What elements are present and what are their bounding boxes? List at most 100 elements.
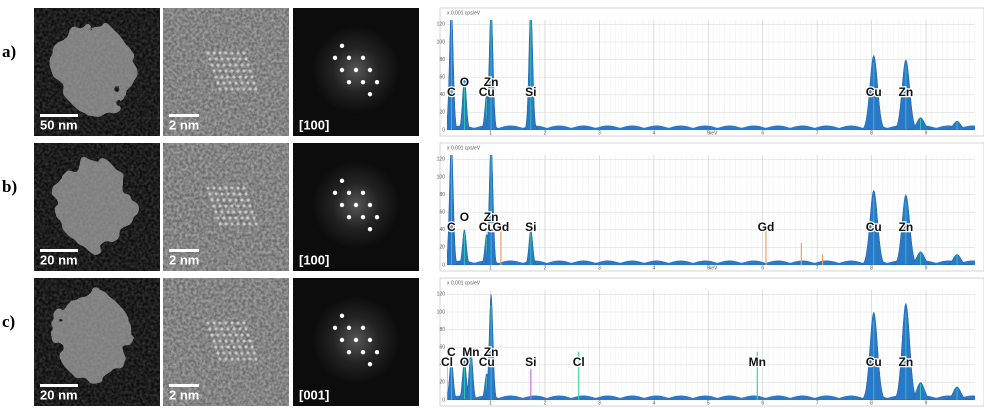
lattice-dot (216, 63, 220, 67)
lattice-dot (248, 222, 252, 226)
lattice-dot (246, 351, 250, 355)
x-tick-label: 4 (652, 265, 655, 271)
element-label: Cu (866, 355, 882, 369)
lattice-dot (254, 357, 258, 361)
lattice-dot (224, 321, 228, 325)
lattice-dot (248, 339, 252, 343)
lattice-dot (220, 210, 224, 214)
lattice-dot (252, 216, 256, 220)
element-label: Cl (441, 355, 453, 369)
lattice-dot (232, 210, 236, 214)
lattice-dot (220, 192, 224, 196)
lattice-dot (246, 198, 250, 202)
lattice-dot (216, 216, 220, 220)
lattice-dot (244, 57, 248, 61)
lattice-dot (224, 51, 228, 55)
lattice-dot (236, 204, 240, 208)
y-tick-label: 40 (439, 227, 445, 233)
element-label: Cl (573, 355, 585, 369)
micrograph: [100] (293, 8, 419, 136)
peak (447, 359, 459, 400)
element-label: O (460, 75, 469, 89)
lattice-dot (246, 216, 250, 220)
lattice-dot (222, 216, 226, 220)
element-label: Zn (484, 210, 499, 224)
lattice-dot (220, 327, 224, 331)
lattice-dot (228, 81, 232, 85)
lattice-dot (240, 63, 244, 67)
lattice-dot (208, 327, 212, 331)
lattice-dot (228, 63, 232, 67)
lattice-dot (208, 57, 212, 61)
lattice-dot (222, 351, 226, 355)
fft-spot (353, 67, 359, 73)
element-label: Zn (899, 85, 914, 99)
lattice-dot (222, 63, 226, 67)
micrograph: 2 nm (163, 143, 289, 271)
scale-label: [100] (299, 117, 329, 132)
fft-spot (367, 362, 373, 367)
fft-spot (367, 227, 373, 232)
x-tick-label: 1 (489, 400, 492, 406)
element-label: Zn (899, 220, 914, 234)
element-label: O (460, 210, 469, 224)
lattice-dot (212, 321, 216, 325)
fft-spot (374, 349, 380, 355)
lattice-dot (230, 339, 234, 343)
lattice-dot (226, 192, 230, 196)
fft-spot (339, 43, 345, 48)
scale-label: 2 nm (169, 387, 199, 402)
y-tick-label: 20 (439, 380, 445, 386)
x-tick-label: 9 (925, 400, 928, 406)
lattice-dot (230, 69, 234, 73)
fft-spot (332, 190, 338, 196)
scale-bar (40, 384, 78, 387)
x-tick-label: 3 (598, 265, 601, 271)
fft-spot (346, 55, 352, 61)
lattice-dot (236, 69, 240, 73)
lattice-dot (220, 75, 224, 79)
y-tick-label: 20 (439, 110, 445, 116)
lattice-dot (224, 222, 228, 226)
lattice-dot (226, 57, 230, 61)
lattice-dot (214, 75, 218, 79)
lattice-dot (230, 51, 234, 55)
fft-spot (339, 67, 345, 73)
lattice-dot (214, 210, 218, 214)
x-tick-label: 7 (816, 130, 819, 136)
lattice-dot (224, 69, 228, 73)
fft-spot (374, 214, 380, 220)
lattice-dot (216, 351, 220, 355)
lattice-dot (230, 186, 234, 190)
lattice-dot (224, 87, 228, 91)
lattice-dot (206, 51, 210, 55)
lattice-dot (238, 57, 242, 61)
lattice-dot (230, 357, 234, 361)
lattice-dot (210, 63, 214, 67)
fft-spot (360, 190, 366, 196)
fft-spot (374, 79, 380, 85)
baseline (447, 125, 975, 130)
scale-label: 2 nm (169, 117, 199, 132)
lattice-dot (242, 222, 246, 226)
lattice-dot (206, 321, 210, 325)
lattice-dot (218, 357, 222, 361)
y-unit: x 0.001 cps/eV (447, 145, 481, 151)
x-tick-label: 2 (544, 130, 547, 136)
x-tick-label: 1 (489, 265, 492, 271)
x-tick-label: 6 (761, 400, 764, 406)
x-unit: keV (709, 130, 718, 136)
y-tick-label: 60 (439, 345, 445, 351)
element-label: Gd (493, 220, 510, 234)
lattice-dot (244, 345, 248, 349)
lattice-dot (218, 339, 222, 343)
x-tick-label: 3 (598, 400, 601, 406)
lattice-dot (246, 81, 250, 85)
x-tick-label: 8 (870, 130, 873, 136)
lattice-dot (248, 204, 252, 208)
fft-spot (332, 55, 338, 61)
lattice-dot (218, 69, 222, 73)
lattice-dot (226, 210, 230, 214)
row-label: b) (2, 177, 17, 196)
